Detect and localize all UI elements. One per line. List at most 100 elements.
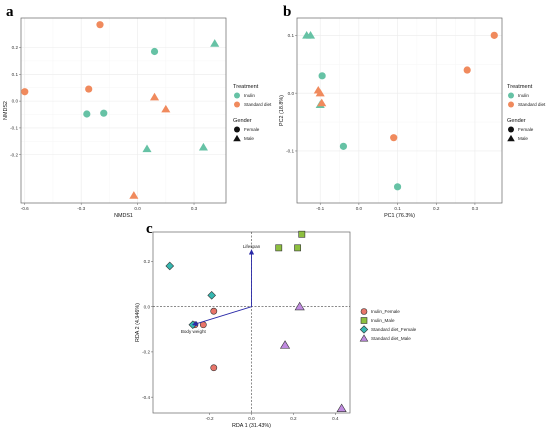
y-tick-label: 0.1 [288,33,295,38]
vector-label: Body weight [181,329,207,334]
data-point [210,307,218,315]
y-tick-label: -0.1 [286,149,294,154]
legend-label: Standard diet [244,102,272,107]
data-point [129,191,139,199]
legend-label: Inulin_Male [371,318,395,323]
y-tick-label: 0.0 [288,91,295,96]
data-point [490,31,498,39]
panel-a: -0.6 -0.3 0.0 0.3 0.2 0.1 0.0 -0.1 -0.2 NMDS1 NMDS… [3,17,272,219]
legend-label: Standard diet [518,102,546,107]
legend-key [234,126,240,133]
legend-key [508,92,514,99]
y-tick-label: -0.4 [142,395,150,400]
data-point [149,92,160,101]
data-point [210,364,218,372]
legend-key [234,101,240,108]
legend-title-gender: Gender [507,118,526,124]
data-point [21,88,29,96]
y-axis-title: NMDS2 [3,101,9,120]
x-tick-label: 0.4 [332,416,339,421]
legend-key [360,317,368,324]
y-tick-label: -0.2 [10,152,18,157]
legend-key [508,126,514,133]
data-point [336,403,347,413]
x-tick-label: 0.0 [248,416,255,421]
legend-key [359,325,369,334]
legend-label: Female [518,127,534,132]
y-axis-title: RDA 2 (4.946%) [135,303,141,342]
data-point [275,244,283,252]
panel-label-b: b [283,4,291,20]
data-point [317,98,327,107]
legend-key [507,134,515,142]
legend-label: Standard diet_Male [371,336,411,341]
panel-label-a: a [6,4,14,20]
x-axis-title: PC1 (76.3%) [384,213,415,219]
y-tick-label: 0.2 [12,45,19,50]
y-tick-label: -0.1 [10,126,18,131]
legend-key [508,101,514,108]
legend-label: Inulin [244,93,255,98]
y-tick-label: 0.1 [12,72,19,77]
x-tick-label: -0.2 [206,416,214,421]
data-point [298,230,306,238]
data-point [83,110,91,118]
legend-title-gender: Gender [233,118,252,124]
vector-label: Lifespan [243,244,261,249]
legend-label: Standard diet_Female [371,327,417,332]
legend-key [359,334,369,342]
data-point [100,109,108,117]
panel-c: -0.2 0.0 0.2 0.4 0.2 0.0 -0.2 -0.4 RDA 1 (31.43%… [135,230,417,429]
y-tick-label: 0.0 [12,99,19,104]
panel-label-c: c [146,221,153,237]
data-point [96,21,104,29]
x-axis-title: NMDS1 [114,213,133,219]
data-point [294,244,302,252]
data-point [210,39,220,47]
data-point [161,104,171,113]
x-tick-label: -0.6 [21,206,29,211]
data-point [198,142,208,151]
x-tick-label: -0.1 [316,206,324,211]
y-axis-title: PC2 (18.8%) [279,95,285,126]
y-tick-label: -0.2 [142,350,150,355]
legend-key [360,308,368,315]
data-point [390,134,398,142]
legend-label: Inulin_Female [371,309,400,314]
plot-frame [20,17,227,204]
legend-label: Male [244,136,254,141]
x-tick-label: 0.2 [290,416,297,421]
legend-title-treatment: Treatment [507,84,533,90]
data-point [318,72,326,80]
data-point [150,47,159,56]
data-point [315,88,325,97]
x-axis-title: RDA 1 (31.43%) [232,423,271,429]
x-tick-label: 0.3 [472,206,479,211]
legend-key [234,92,240,99]
data-point [279,340,291,349]
legend-key [233,134,241,142]
data-point [294,301,305,311]
y-tick-label: 0.0 [144,304,151,309]
y-tick-label: 0.2 [144,259,151,264]
panel-b: -0.1 0.0 0.1 0.2 0.3 0.1 0.0 -0.1 PC1 (76.3%) PC2… [279,17,546,219]
x-tick-label: 0.1 [394,206,401,211]
data-point [463,66,471,74]
legend-title-treatment: Treatment [233,84,259,90]
data-point [142,144,152,153]
data-point [207,291,216,300]
data-point [165,261,175,271]
legend-label: Female [244,127,260,132]
data-point [339,142,348,150]
legend-label: Male [518,136,528,141]
x-tick-label: 0.0 [356,206,363,211]
data-point [85,85,93,93]
biplot-vector [191,306,252,327]
x-tick-label: 0.2 [433,206,440,211]
data-point [306,31,316,39]
legend-label: Inulin [518,93,529,98]
x-tick-label: 0.3 [191,206,198,211]
data-point [393,183,402,191]
plot-frame [296,17,503,204]
